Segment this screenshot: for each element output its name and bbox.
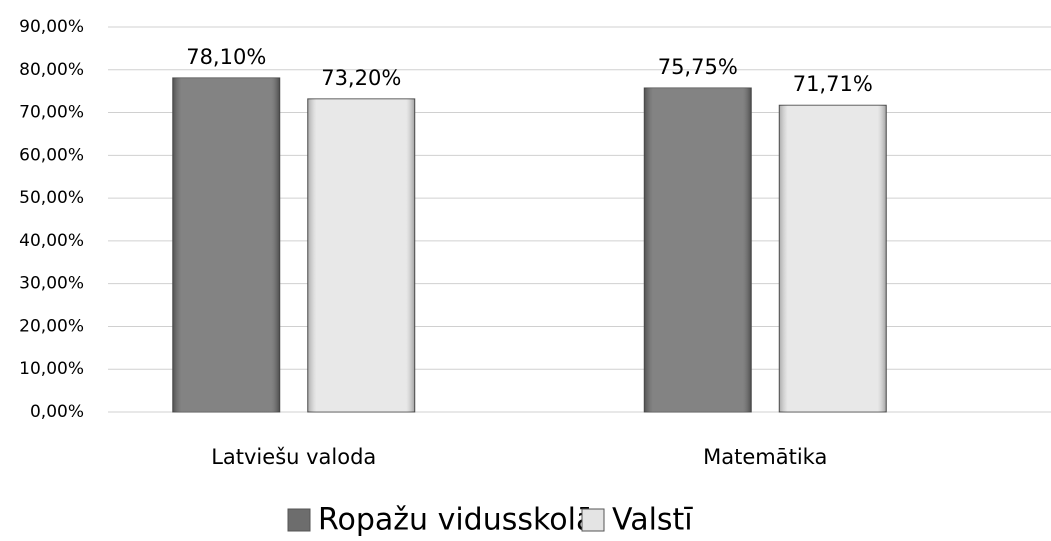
legend-label: Ropažu vidusskolā [318,503,594,538]
bar [778,104,887,413]
y-tick-label: 20,00% [19,316,84,336]
value-label: 75,75% [658,55,738,79]
y-tick-label: 80,00% [19,60,84,80]
y-tick-label: 50,00% [19,188,84,208]
legend-label: Valstī [612,503,693,538]
bar [172,77,281,413]
y-tick-label: 30,00% [19,274,84,294]
x-tick-label: Matemātika [703,445,827,469]
legend-swatch [581,508,605,532]
value-label: 73,20% [321,66,401,90]
value-label: 78,10% [186,45,266,69]
x-tick-label: Latviešu valoda [211,445,376,469]
bar [307,98,416,413]
y-tick-label: 10,00% [19,359,84,379]
y-tick-label: 0,00% [30,402,84,422]
y-tick-label: 40,00% [19,231,84,251]
legend-swatch [287,508,311,532]
bar [643,87,752,413]
value-label: 71,71% [793,72,873,96]
y-tick-label: 70,00% [19,103,84,123]
y-tick-label: 60,00% [19,145,84,165]
y-tick-label: 90,00% [19,17,84,37]
